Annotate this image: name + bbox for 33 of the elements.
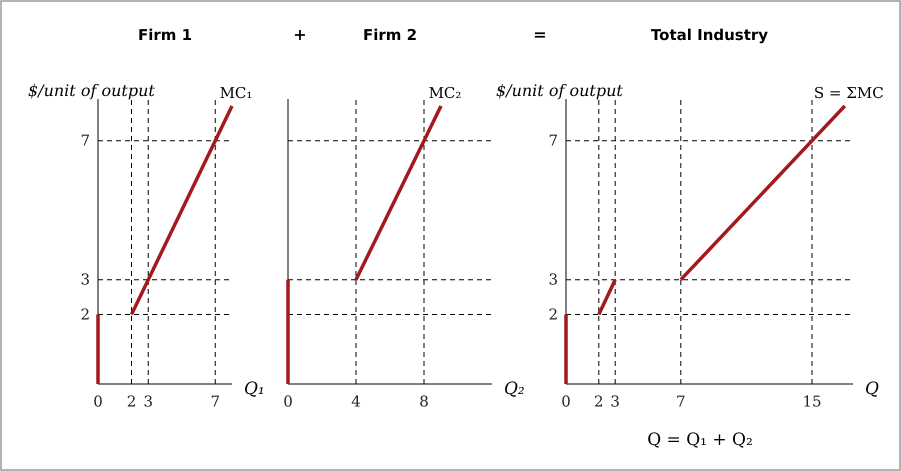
y-tick-label: 3 [80, 270, 90, 289]
x-tick-label: 0 [561, 392, 571, 411]
x-axis-title: Q [865, 379, 879, 399]
text: Q = Q₁ + Q₂ [647, 430, 753, 450]
series-label: MC₂ [428, 84, 462, 102]
x-tick-label: 3 [610, 392, 620, 411]
x-tick-label: 2 [594, 392, 604, 411]
x-tick-label: 3 [143, 392, 154, 411]
series-label: MC₁ [220, 84, 252, 102]
y-tick-label: 2 [80, 305, 90, 324]
chart-title: Firm 1 [138, 26, 192, 44]
chart-title: Total Industry [650, 26, 768, 44]
y-tick-label: 7 [80, 132, 90, 150]
x-axis-title: Q₁ [244, 379, 265, 399]
y-axis-title: $/unit of output [496, 81, 624, 100]
x-tick-label: 15 [802, 392, 822, 411]
text: = [533, 25, 547, 44]
x-tick-label: 0 [283, 392, 293, 411]
x-tick-label: 7 [210, 392, 220, 411]
line-series [130, 104, 234, 316]
series-label: S = ΣMC [814, 84, 884, 102]
chart-title: Firm 2 [362, 26, 418, 44]
x-tick-label: 8 [419, 392, 429, 411]
x-tick-label: 4 [351, 392, 361, 411]
y-tick-label: 3 [548, 270, 558, 289]
x-axis-title: Q₂ [504, 379, 525, 399]
text: + [293, 25, 307, 44]
y-tick-label: 2 [548, 305, 558, 324]
x-tick-label: 0 [93, 392, 103, 411]
x-tick-label: 7 [676, 392, 686, 411]
y-tick-label: 7 [548, 132, 558, 150]
y-axis-title: $/unit of output [28, 81, 156, 100]
x-tick-label: 2 [126, 392, 136, 411]
